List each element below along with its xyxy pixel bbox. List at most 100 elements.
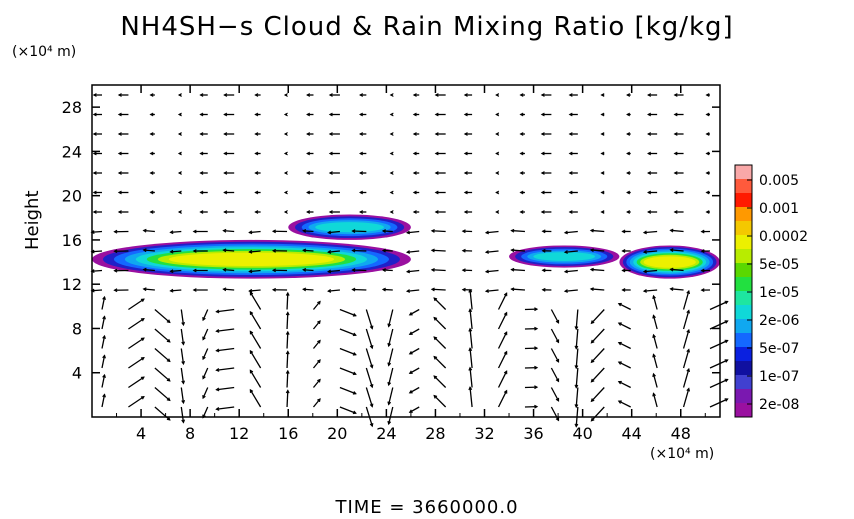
wind-vector-head [249, 291, 254, 296]
y-tick-label: 28 [62, 98, 82, 117]
wind-vector-head [647, 210, 652, 214]
wind-vector-head [389, 151, 394, 156]
wind-vector [575, 387, 579, 408]
wind-vector-head [647, 190, 652, 195]
wind-vector [202, 328, 209, 340]
wind-vector [286, 331, 289, 349]
wind-vector [101, 355, 106, 369]
wind-vector [101, 335, 106, 349]
wind-vector [652, 354, 658, 369]
wind-vector-head [140, 337, 145, 342]
wind-vector-head [534, 307, 539, 312]
wind-vector [365, 328, 373, 349]
wind-vector [388, 387, 394, 405]
wind-vector-head [149, 132, 154, 136]
wind-vector-head [589, 228, 594, 233]
wind-vector-head [461, 248, 466, 253]
wind-vector-head [192, 288, 197, 292]
wind-vector-head [271, 229, 276, 234]
wind-vector-head [626, 93, 631, 97]
wind-vector-head [600, 171, 605, 175]
wind-vector-head [540, 210, 545, 214]
wind-vector [202, 309, 209, 321]
wind-vector-head [652, 392, 656, 397]
wind-vector-head [686, 387, 691, 392]
wind-vector [590, 406, 605, 422]
wind-vector-head [302, 248, 307, 253]
wind-vector-head [652, 333, 656, 338]
wind-vector-head [352, 352, 357, 356]
wind-vector-head [617, 302, 622, 307]
wind-vector [407, 230, 420, 234]
wind-vector-head [352, 313, 357, 317]
wind-vector-head [510, 228, 515, 233]
wind-vector [511, 249, 526, 252]
wind-vector-head [181, 419, 186, 424]
wind-vector-head [352, 371, 357, 376]
wind-vector-head [669, 287, 674, 291]
wind-vector-head [387, 342, 392, 348]
wind-vector-head [92, 210, 97, 214]
wind-vector-head [468, 386, 473, 391]
wind-vector-head [434, 171, 439, 175]
wind-vector [328, 269, 340, 273]
colorbar-swatch [735, 389, 752, 404]
wind-vector [670, 268, 684, 272]
wind-vector-head [92, 171, 97, 175]
wind-vector-head [177, 112, 182, 117]
wind-vector-head [306, 93, 311, 97]
wind-vector [575, 328, 579, 349]
wind-vector [709, 339, 728, 350]
wind-vector-head [541, 229, 546, 234]
wind-vector-head [555, 378, 560, 383]
wind-vector-head [724, 339, 729, 344]
wind-vector-head [102, 373, 106, 378]
wind-vector-head [285, 291, 290, 296]
wind-vector-head [408, 389, 413, 394]
wind-vector-head [306, 151, 311, 156]
wind-vector-head [222, 248, 227, 253]
wind-vector-head [433, 394, 438, 399]
wind-vector-head [642, 289, 647, 293]
x-tick-label: 16 [278, 424, 298, 443]
wind-vector [433, 297, 447, 310]
wind-vector [409, 308, 420, 316]
wind-vector-head [590, 417, 595, 422]
wind-vector [388, 348, 394, 366]
y-tick-label: 16 [62, 231, 82, 250]
wind-vector-head [647, 171, 652, 175]
wind-vector [249, 230, 261, 234]
wind-vector [485, 230, 499, 234]
wind-vector-head [389, 93, 394, 97]
wind-vector [433, 356, 447, 369]
wind-vector-head [534, 346, 539, 351]
wind-vector-head [673, 210, 678, 214]
wind-vector-head [369, 364, 374, 369]
wind-vector [388, 309, 394, 327]
wind-vector [223, 229, 235, 233]
wind-vector-head [327, 230, 332, 235]
wind-vector [550, 309, 560, 324]
wind-vector-head [724, 398, 729, 402]
wind-vector-head [328, 93, 333, 97]
wind-vector [409, 347, 420, 355]
wind-vector [312, 320, 321, 330]
wind-vector [590, 309, 605, 324]
wind-vector-head [705, 132, 710, 136]
wind-vector [249, 292, 262, 310]
colorbar-swatch [735, 347, 752, 362]
wind-vector-head [223, 112, 228, 117]
colorbar-swatch [735, 333, 752, 348]
wind-vector [652, 315, 658, 330]
wind-vector-head [328, 190, 333, 195]
wind-vector [511, 288, 526, 291]
wind-vector-head [647, 112, 652, 117]
wind-vector-head [117, 112, 122, 117]
wind-vector [170, 269, 182, 273]
wind-vector-head [327, 269, 332, 274]
wind-vector-head [149, 93, 154, 97]
x-tick-label: 32 [474, 424, 494, 443]
cloud-layer-3-level-7 [643, 256, 696, 268]
wind-vector [249, 350, 262, 369]
wind-vector-head [177, 132, 182, 136]
